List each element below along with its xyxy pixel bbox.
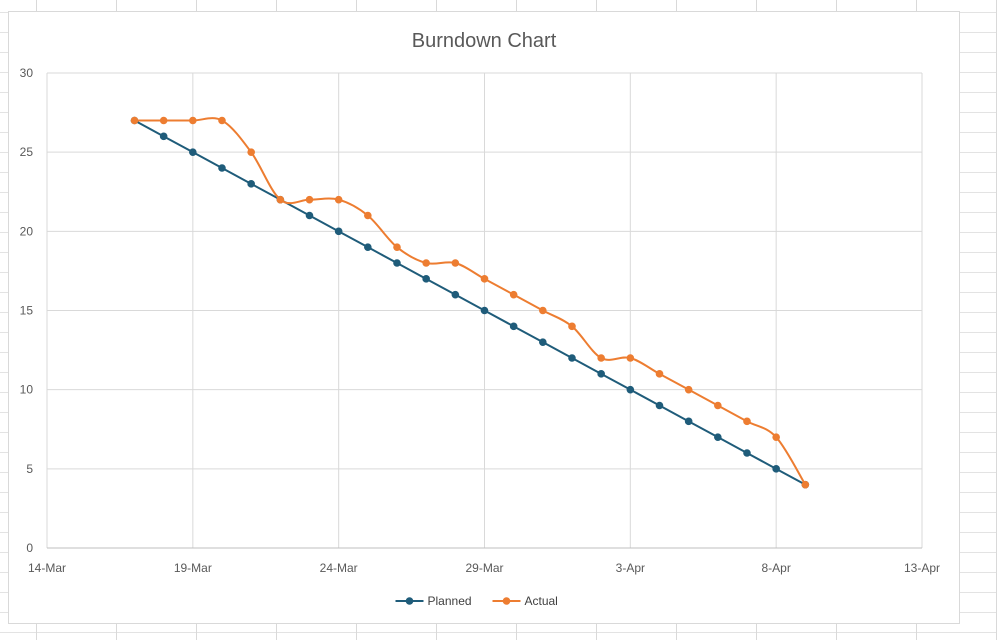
data-point-actual — [597, 354, 605, 362]
series-layer — [130, 116, 810, 489]
y-tick-label: 25 — [20, 145, 34, 159]
data-point-planned — [509, 322, 518, 331]
legend-point-marker — [502, 597, 511, 605]
data-point-planned — [334, 227, 343, 236]
data-point-planned — [568, 354, 576, 362]
data-point-planned — [247, 180, 255, 188]
data-point-actual — [714, 401, 722, 410]
y-tick-label: 30 — [20, 66, 34, 80]
data-point-planned — [772, 465, 780, 473]
data-point-planned — [364, 243, 372, 251]
data-point-actual — [364, 211, 372, 220]
data-point-actual — [247, 148, 255, 156]
legend-label: Actual — [525, 594, 558, 608]
series-planned — [130, 116, 810, 489]
data-point-actual — [305, 195, 314, 204]
data-point-actual — [276, 195, 285, 204]
data-point-actual — [684, 385, 693, 394]
y-tick-label: 5 — [26, 462, 33, 476]
data-point-actual — [568, 322, 576, 331]
data-point-actual — [159, 116, 168, 125]
data-point-actual — [334, 195, 343, 204]
data-point-actual — [743, 417, 751, 426]
data-point-actual — [626, 354, 635, 362]
data-point-planned — [743, 449, 751, 457]
data-point-actual — [509, 290, 518, 299]
data-point-actual — [539, 306, 547, 315]
legend-item-actual[interactable]: Actual — [492, 594, 558, 608]
x-tick-label: 8-Apr — [761, 561, 790, 575]
x-tick-label: 29-Mar — [465, 561, 503, 575]
data-point-planned — [714, 433, 722, 441]
burndown-chart: Burndown Chart 0 5 10 15 20 25 30 14-Mar 19-Mar… — [20, 30, 940, 608]
x-tick-label: 19-Mar — [174, 561, 212, 575]
data-point-planned — [539, 338, 547, 346]
data-point-actual — [130, 116, 139, 125]
y-tick-label: 10 — [20, 383, 34, 397]
data-point-actual — [772, 433, 780, 441]
y-tick-label: 0 — [26, 541, 33, 555]
x-tick-label: 13-Apr — [904, 561, 940, 575]
legend-item-planned[interactable]: Planned — [395, 594, 472, 608]
data-point-planned — [655, 401, 664, 410]
x-tick-label: 24-Mar — [320, 561, 358, 575]
data-point-actual — [801, 480, 810, 489]
data-point-actual — [422, 259, 430, 267]
data-point-actual — [655, 370, 664, 378]
series-actual — [130, 116, 810, 489]
data-point-planned — [393, 259, 401, 267]
x-axis-tick-labels: 14-Mar 19-Mar 24-Mar 29-Mar 3-Apr 8-Apr 13-Apr — [28, 561, 940, 575]
legend-label: Planned — [428, 594, 472, 608]
series-line-planned — [134, 119, 806, 486]
data-point-actual — [480, 275, 489, 283]
chart-title: Burndown Chart — [412, 30, 557, 52]
y-tick-label: 15 — [20, 304, 34, 318]
y-tick-label: 20 — [20, 224, 34, 238]
data-point-planned — [422, 275, 430, 283]
y-axis-tick-labels: 0 5 10 15 20 25 30 — [20, 66, 34, 555]
chart-area[interactable]: Burndown Chart 0 5 10 15 20 25 30 14-Mar 19-Mar… — [8, 11, 960, 624]
legend-point-marker — [405, 597, 414, 605]
data-point-planned — [305, 211, 314, 220]
x-tick-label: 14-Mar — [28, 561, 66, 575]
legend[interactable]: Planned Actual — [395, 594, 558, 608]
data-point-planned — [451, 290, 460, 299]
data-point-planned — [159, 132, 168, 141]
data-point-planned — [684, 417, 693, 426]
data-point-actual — [393, 243, 401, 251]
data-point-actual — [451, 259, 460, 267]
data-point-planned — [597, 370, 605, 378]
data-point-planned — [626, 385, 635, 394]
data-point-actual — [218, 116, 226, 125]
data-point-actual — [189, 116, 197, 125]
data-point-planned — [189, 148, 197, 156]
x-tick-label: 3-Apr — [616, 561, 645, 575]
data-point-planned — [480, 306, 489, 315]
data-point-planned — [218, 164, 226, 172]
